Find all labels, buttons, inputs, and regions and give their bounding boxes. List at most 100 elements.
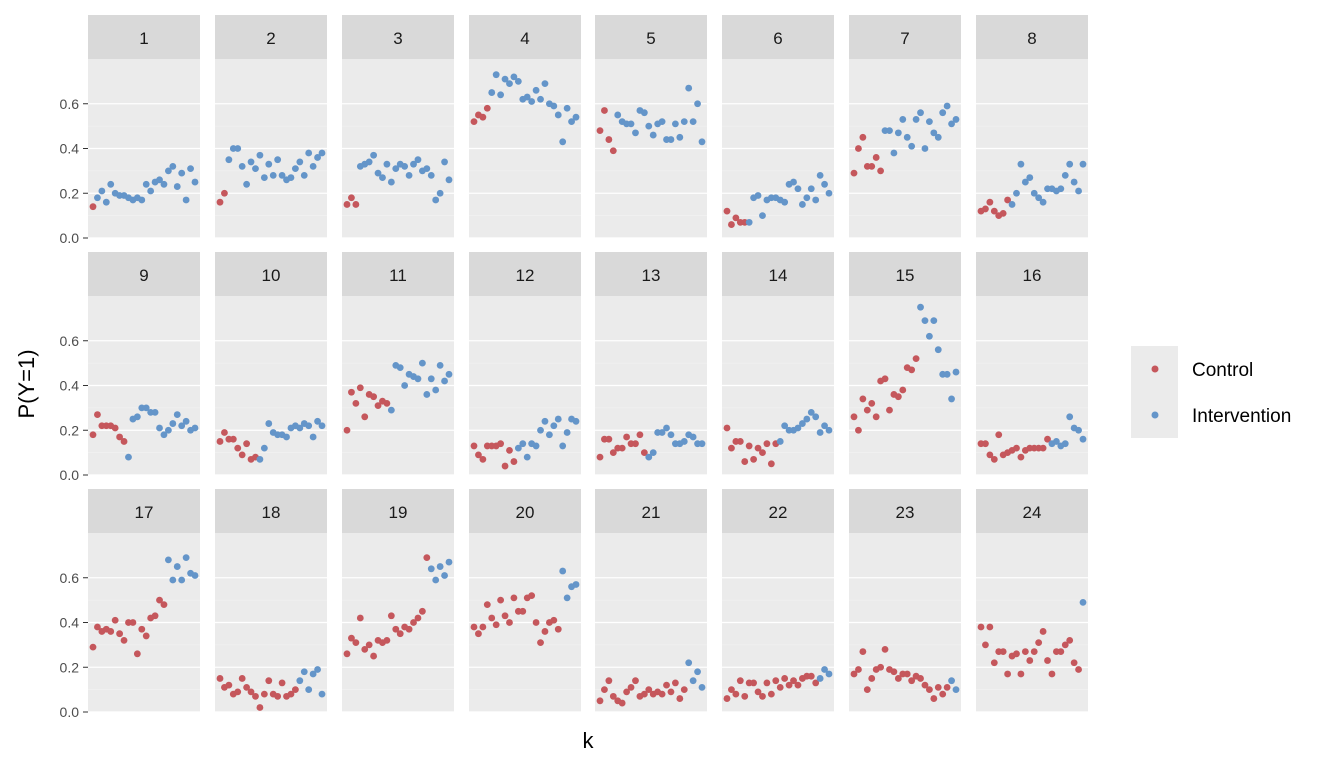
data-point [855, 145, 862, 152]
data-point [191, 424, 199, 432]
data-point [943, 370, 951, 378]
data-point [475, 630, 482, 638]
data-point [559, 442, 567, 450]
facet-strip [342, 489, 454, 533]
data-point [939, 109, 947, 117]
facet-strip [215, 489, 327, 533]
data-point [982, 205, 989, 213]
data-point [605, 136, 613, 143]
data-point [291, 686, 299, 694]
data-point [532, 442, 540, 450]
data-point [187, 165, 194, 173]
y-tick-label: 0.0 [60, 230, 80, 246]
data-point [300, 668, 308, 676]
data-point [182, 196, 190, 204]
data-point [392, 165, 400, 173]
data-point [550, 102, 558, 110]
data-point [1079, 160, 1087, 168]
data-point [1008, 201, 1016, 208]
data-point [1017, 670, 1025, 678]
data-point [216, 675, 224, 682]
panel-grid: 10.00.20.40.62 3 4 5 6 7 890.00.20.40.610 11 12 1… [60, 15, 1088, 720]
facet-strip-label: 2 [266, 29, 275, 48]
data-point [488, 614, 496, 622]
facet-strip-label: 14 [769, 266, 788, 285]
data-point [234, 145, 242, 152]
data-point [995, 431, 1003, 439]
data-point [142, 180, 150, 188]
data-point [1039, 198, 1047, 206]
data-point [645, 453, 653, 461]
facet-strip [722, 489, 834, 533]
facet-strip [88, 252, 200, 296]
facet-strip-label: 4 [520, 29, 529, 48]
legend-key-control [1151, 365, 1159, 373]
data-point [182, 417, 190, 425]
data-point [506, 80, 513, 88]
data-point [537, 639, 544, 647]
data-point [427, 375, 435, 383]
data-point [427, 565, 435, 573]
data-point [825, 670, 833, 678]
data-point [636, 431, 644, 439]
data-point [572, 417, 580, 425]
data-point [414, 614, 422, 622]
data-point [423, 391, 431, 398]
facet-strip-label: 3 [393, 29, 402, 48]
data-point [423, 165, 431, 173]
data-point [645, 122, 653, 130]
data-point [392, 625, 400, 633]
facet-strip [976, 15, 1088, 59]
data-point [794, 185, 802, 193]
data-point [1066, 637, 1074, 644]
data-point [497, 91, 505, 99]
data-point [982, 641, 989, 649]
data-point [510, 73, 518, 81]
data-point [383, 637, 391, 644]
data-point [133, 413, 141, 421]
data-point [812, 196, 820, 204]
data-point [872, 154, 880, 161]
data-point [432, 386, 440, 394]
data-point [930, 695, 938, 702]
data-point [256, 455, 264, 463]
data-point [445, 176, 453, 184]
data-point [868, 675, 876, 682]
facet-strip-label: 5 [646, 29, 655, 48]
data-point [191, 572, 199, 579]
data-point [698, 683, 706, 691]
data-point [519, 440, 527, 448]
data-point [807, 408, 815, 416]
facet-strip-label: 6 [773, 29, 782, 48]
data-point [523, 453, 531, 461]
data-point [348, 388, 355, 396]
facet-strip-label: 17 [135, 503, 154, 522]
data-point [116, 630, 124, 638]
data-point [952, 116, 960, 123]
data-point [125, 453, 132, 461]
data-point [894, 675, 902, 682]
data-point [541, 80, 549, 88]
data-point [1079, 598, 1087, 606]
data-point [142, 632, 150, 640]
data-point [912, 355, 920, 363]
data-point [470, 118, 478, 126]
data-point [863, 406, 871, 414]
legend-key-intervention [1151, 411, 1159, 419]
data-point [689, 433, 697, 441]
data-point [816, 675, 824, 682]
facet-strip-label: 18 [262, 503, 281, 522]
data-point [694, 100, 701, 108]
y-tick-label: 0.0 [60, 704, 80, 720]
data-point [917, 675, 924, 682]
facet-strip [976, 489, 1088, 533]
data-point [164, 167, 172, 175]
data-point [632, 440, 639, 448]
data-point [745, 218, 753, 226]
data-point [318, 422, 326, 430]
data-point [479, 113, 487, 121]
data-point [930, 129, 938, 137]
data-point [510, 458, 518, 465]
data-point [436, 189, 444, 197]
